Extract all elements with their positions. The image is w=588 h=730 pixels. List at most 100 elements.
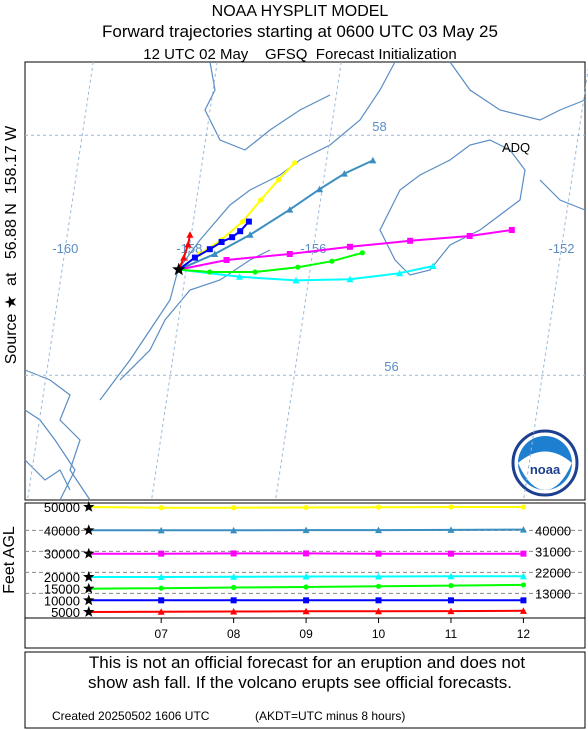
height-point (447, 526, 455, 533)
trajectory-point (292, 160, 298, 166)
start-height-label: 20000 (44, 570, 80, 585)
lat-label: 58 (372, 119, 386, 134)
height-point (302, 607, 310, 615)
trajectory-point (237, 228, 244, 235)
noaa-logo: noaa (511, 429, 579, 497)
height-point (158, 585, 164, 591)
height-point (447, 597, 454, 604)
height-point (519, 607, 527, 614)
trajectory-point (359, 250, 365, 256)
source-star (83, 501, 95, 512)
meridian (275, 61, 342, 501)
height-point (375, 526, 383, 534)
trajectory-point (286, 251, 293, 257)
trajectory-point (329, 258, 335, 264)
right-tick-label: 40000 (535, 523, 571, 538)
source-star (83, 582, 95, 594)
trajectory-point (207, 269, 213, 275)
coastline (24, 61, 586, 501)
start-height-label: 40000 (44, 523, 80, 538)
height-point (158, 505, 164, 511)
trajectory-point (240, 219, 246, 225)
start-height-label: 15000 (44, 582, 80, 597)
height-point (520, 550, 527, 557)
subtitle: Forward trajectories starting at 0600 UT… (102, 22, 498, 41)
lon-label: -158 (176, 241, 202, 256)
height-frame (24, 502, 586, 649)
height-point (231, 584, 237, 591)
source-star (83, 547, 95, 559)
height-point (230, 597, 237, 604)
trajectory-point (246, 231, 254, 238)
height-point (520, 504, 527, 510)
height-point (519, 572, 527, 580)
trajectory (178, 251, 363, 273)
trajectory (178, 229, 512, 271)
height-point (303, 504, 309, 511)
right-tick-label: 31000 (535, 544, 571, 559)
trajectory-point (295, 264, 301, 270)
trajectory-point (223, 257, 230, 263)
lat-label: 56 (384, 359, 398, 374)
height-point (157, 526, 165, 534)
trajectory (178, 265, 434, 282)
x-tick-label: 07 (155, 627, 169, 641)
trajectory-point (508, 227, 515, 233)
x-tick-label: 12 (517, 627, 531, 641)
trajectory-point (229, 234, 236, 241)
height-point (375, 607, 383, 615)
trajectory-point (316, 185, 324, 193)
trajectory-point (252, 269, 258, 275)
trajectory-point (292, 276, 300, 284)
trajectory-point (369, 156, 377, 164)
height-point (375, 583, 382, 589)
height-axis-label: Feet AGL (1, 526, 18, 594)
height-point (303, 597, 310, 604)
height-point (158, 597, 165, 604)
station-label: ADQ (502, 140, 530, 155)
height-point (157, 608, 165, 615)
x-tick-label: 08 (227, 627, 241, 641)
height-point (448, 583, 454, 589)
height-point (375, 597, 382, 604)
height-point (303, 584, 309, 590)
source-star (83, 524, 95, 536)
trajectory-point (211, 250, 219, 257)
height-point (158, 550, 165, 557)
trajectory-point (276, 177, 282, 183)
height-point (448, 504, 454, 510)
footer-frame (24, 651, 586, 729)
trajectory-point (286, 206, 294, 213)
x-tick-label: 10 (372, 627, 386, 641)
height-point (447, 572, 455, 580)
trajectory-point (346, 243, 353, 250)
timezone: (AKDT=UTC minus 8 hours) (255, 709, 405, 723)
trajectory-point (186, 231, 194, 238)
meridian (27, 61, 94, 501)
trajectory-point (396, 269, 404, 277)
trajectory-point (429, 262, 437, 269)
right-tick-label: 13000 (535, 586, 571, 601)
disclaimer: show ash fall. If the volcano erupts see… (88, 673, 512, 692)
trajectory-point (206, 246, 213, 253)
x-tick-label: 11 (445, 627, 458, 641)
height-point (230, 550, 237, 557)
trajectory-point (245, 218, 252, 225)
height-point (447, 550, 454, 557)
right-tick-label: 22000 (535, 565, 571, 580)
trajectory-point (466, 233, 473, 239)
height-point (375, 504, 382, 510)
height-point (520, 582, 527, 588)
height-point (375, 573, 383, 580)
height-point (231, 505, 237, 511)
trajectory-point (191, 254, 198, 261)
map-frame (24, 61, 586, 501)
start-height-label: 50000 (44, 500, 80, 515)
source-star (83, 594, 95, 606)
height-point (447, 607, 455, 615)
start-height-label: 10000 (44, 593, 80, 608)
logo-text: noaa (530, 462, 561, 477)
source-star (172, 262, 186, 276)
height-point (520, 597, 527, 604)
